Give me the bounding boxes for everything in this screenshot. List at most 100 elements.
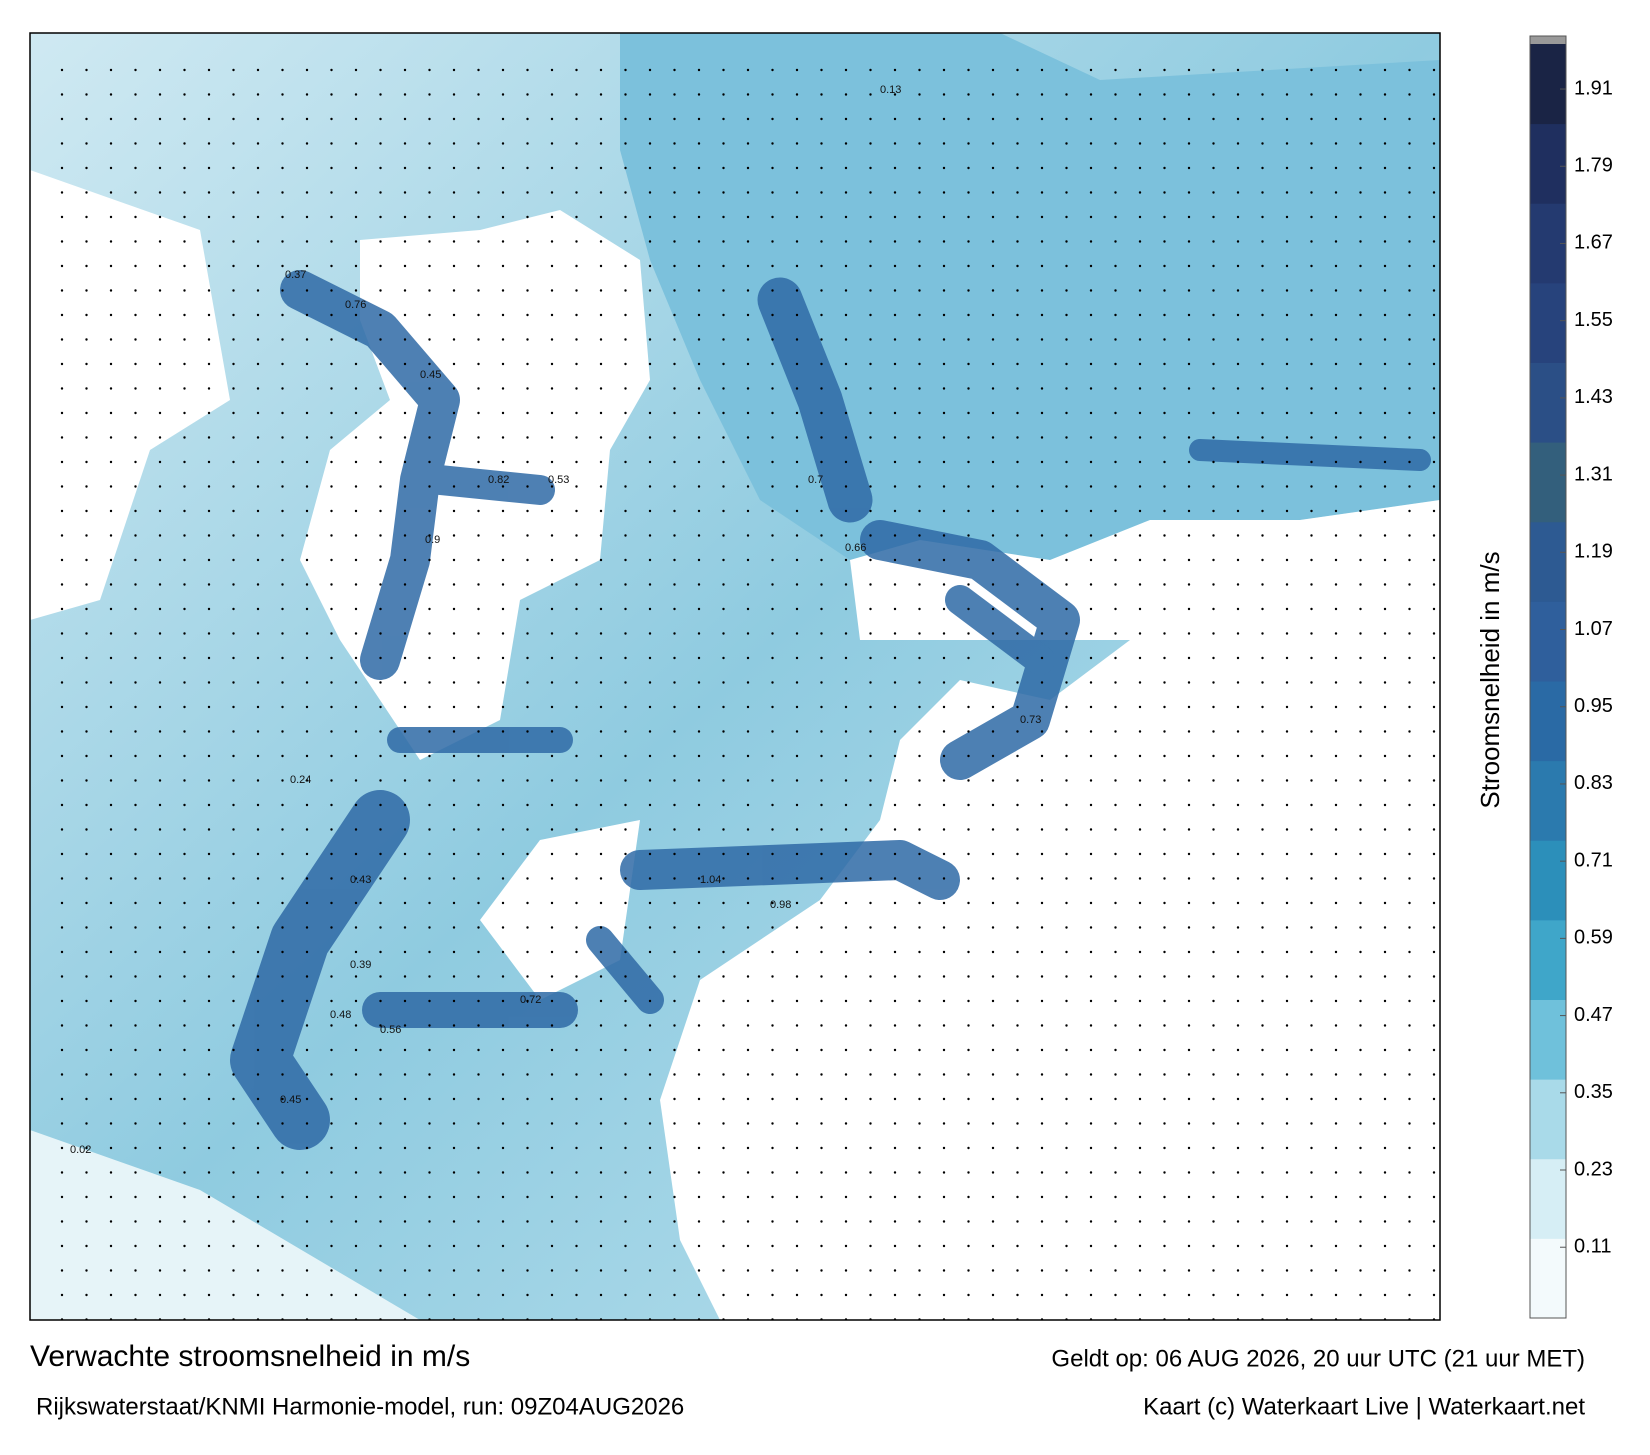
valid-time: Geldt op: 06 AUG 2026, 20 uur UTC (21 uu… [1051, 1345, 1585, 1372]
grid-dot [599, 1122, 603, 1125]
grid-dot [183, 289, 186, 292]
grid-dot [1334, 460, 1338, 464]
grid-dot [1334, 1146, 1338, 1150]
grid-dot [550, 656, 554, 660]
grid-dot [60, 607, 64, 611]
grid-dot [1163, 436, 1166, 439]
grid-dot [134, 779, 137, 782]
grid-dot [232, 828, 235, 831]
grid-dot [893, 509, 897, 513]
grid-dot [1383, 191, 1387, 194]
grid-dot [722, 705, 725, 709]
grid-dot [624, 1244, 627, 1248]
grid-dot [820, 93, 823, 96]
grid-dot [183, 877, 186, 880]
grid-dot [232, 1171, 235, 1174]
grid-dot [354, 1122, 358, 1125]
grid-dot [526, 313, 529, 317]
grid-dot [109, 142, 113, 145]
colorbar-band [1530, 442, 1566, 523]
grid-dot [1432, 1220, 1436, 1223]
grid-dot [1212, 166, 1215, 170]
grid-dot [109, 828, 113, 831]
grid-dot [1138, 93, 1142, 96]
grid-dot [1236, 877, 1240, 880]
grid-dot [697, 68, 701, 72]
grid-dot [183, 779, 186, 782]
grid-dot [207, 583, 211, 586]
grid-dot [1432, 1048, 1436, 1052]
grid-dot [1065, 1024, 1068, 1027]
grid-dot [893, 1024, 897, 1027]
grid-dot [1432, 1195, 1436, 1199]
grid-dot [1016, 411, 1019, 415]
grid-dot [624, 1195, 627, 1199]
grid-dot [1065, 607, 1068, 611]
grid-dot [1285, 313, 1289, 317]
grid-dot [918, 411, 921, 415]
grid-dot [1138, 1097, 1142, 1101]
grid-dot [183, 828, 186, 831]
grid-dot [379, 68, 382, 72]
grid-dot [624, 460, 627, 464]
grid-dot [452, 632, 456, 635]
grid-dot [1285, 411, 1289, 415]
grid-dot [967, 142, 970, 145]
grid-dot [648, 754, 652, 758]
grid-dot [967, 730, 970, 733]
grid-dot [526, 656, 529, 660]
grid-dot [452, 803, 456, 807]
grid-dot [428, 1220, 431, 1223]
grid-dot [942, 828, 946, 831]
grid-dot [746, 264, 750, 268]
colorbar-band [1530, 1158, 1566, 1239]
grid-dot [354, 166, 358, 170]
grid-dot [134, 142, 137, 145]
grid-dot [844, 1048, 848, 1052]
grid-dot [697, 460, 701, 464]
grid-dot [1016, 338, 1019, 341]
grid-dot [526, 1269, 529, 1272]
grid-dot [722, 142, 725, 145]
grid-dot [1016, 803, 1019, 807]
grid-dot [1261, 681, 1264, 684]
grid-dot [305, 754, 309, 758]
grid-dot [991, 926, 995, 929]
grid-dot [1040, 583, 1044, 586]
grid-dot [722, 828, 725, 831]
grid-dot [379, 362, 382, 366]
grid-dot [330, 313, 333, 317]
grid-dot [820, 1073, 823, 1076]
grid-dot [305, 436, 309, 439]
grid-dot [722, 1269, 725, 1272]
grid-dot [1040, 926, 1044, 929]
grid-dot [501, 142, 505, 145]
grid-dot [746, 730, 750, 733]
grid-dot [1040, 191, 1044, 194]
grid-dot [354, 1293, 358, 1297]
grid-dot [1359, 1146, 1362, 1150]
grid-dot [967, 803, 970, 807]
grid-dot [844, 460, 848, 464]
grid-dot [1261, 1195, 1264, 1199]
grid-dot [624, 1171, 627, 1174]
grid-dot [746, 975, 750, 978]
grid-dot [673, 828, 676, 831]
grid-dot [1138, 191, 1142, 194]
grid-dot [722, 803, 725, 807]
grid-dot [1334, 264, 1338, 268]
grid-dot [1334, 926, 1338, 929]
grid-dot [379, 93, 382, 96]
grid-dot [85, 509, 88, 513]
grid-dot [795, 1269, 799, 1272]
grid-dot [942, 1220, 946, 1223]
grid-dot [624, 901, 627, 905]
grid-dot [1359, 901, 1362, 905]
grid-dot [232, 681, 235, 684]
grid-dot [305, 362, 309, 366]
grid-dot [256, 1195, 260, 1199]
grid-dot [428, 436, 431, 439]
grid-dot [1065, 264, 1068, 268]
grid-dot [893, 656, 897, 660]
grid-dot [232, 950, 235, 954]
